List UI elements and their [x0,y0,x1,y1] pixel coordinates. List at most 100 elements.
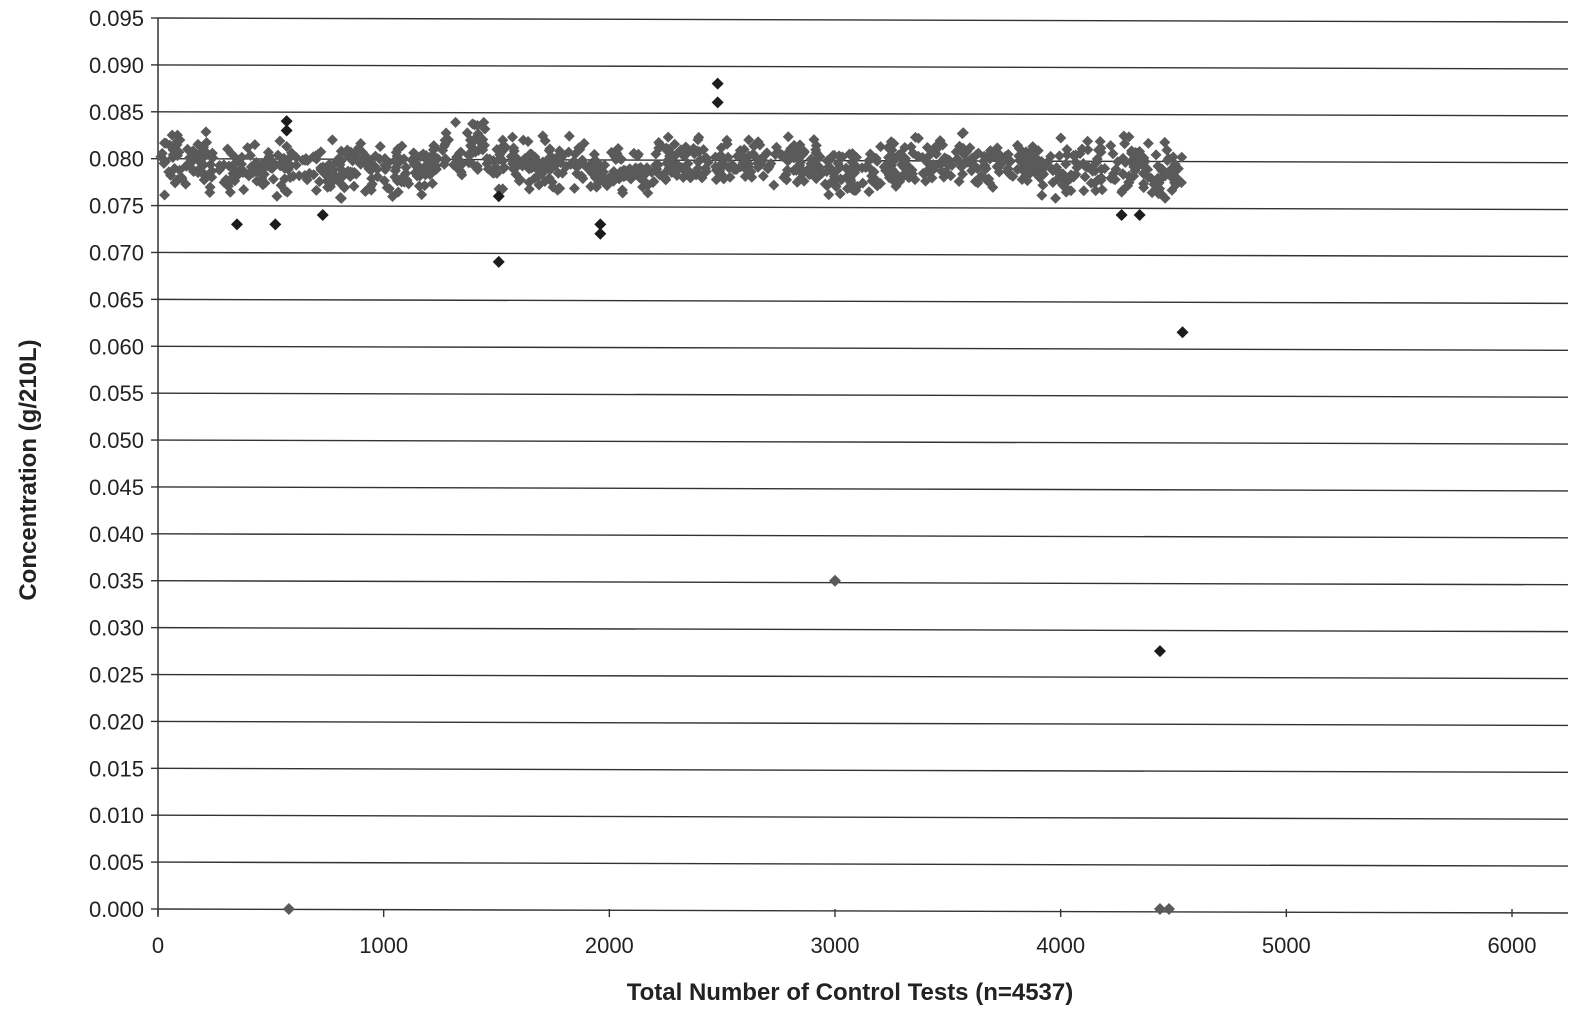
band-point [1065,169,1077,181]
band-point [426,178,438,190]
y-tick-label: 0.080 [89,147,144,172]
data-point [230,218,243,231]
band-point [1020,146,1032,158]
band-point [233,156,245,168]
x-tick-label: 4000 [1036,933,1085,958]
band-point [299,169,311,181]
band-point [456,169,468,181]
band-point [599,159,611,171]
data-point [1176,326,1189,339]
band-point [771,141,783,153]
band-point [692,134,704,146]
data-point [1153,645,1166,658]
band-point [272,149,284,161]
band-point [615,153,627,165]
band-point [874,177,886,189]
y-tick-label: 0.010 [89,803,144,828]
band-point [1002,148,1014,160]
y-tick-label: 0.050 [89,428,144,453]
x-axis-ticks: 0 1000 2000 3000 4000 5000 6000 [152,909,1536,958]
band-point [757,154,769,166]
band-point [795,156,807,168]
band-point [186,162,198,174]
band-point [174,134,186,146]
band-point [568,182,580,194]
band-point [204,187,216,199]
band-point [984,149,996,161]
band-point [456,158,468,170]
band-point [1045,150,1057,162]
x-tick-label: 0 [152,933,164,958]
band-point [413,180,425,192]
band-point [313,176,325,188]
band-point [200,126,212,138]
band-point [975,170,987,182]
band-point [664,157,676,169]
band-point [477,133,489,145]
band-point [834,188,846,200]
grid-line [157,720,1569,727]
band-point [229,175,241,187]
band-point [250,156,262,168]
band-point [1037,179,1049,191]
band-point [531,163,543,175]
band-point [662,131,674,143]
band-point [882,142,894,154]
band-point [1156,163,1168,175]
band-point [510,168,522,180]
band-point [966,165,978,177]
band-point [366,178,378,190]
grid-line [157,392,1569,398]
band-point [281,140,293,152]
grid-line [157,64,1569,70]
band-point [1055,132,1067,144]
band-point [1016,174,1028,186]
band-point [896,159,908,171]
band-point [1036,189,1048,201]
band-point [1076,143,1088,155]
band-point [506,131,518,143]
band-point [439,134,451,146]
band-point [890,180,902,192]
band-point [315,146,327,158]
band-point [1032,145,1044,157]
y-axis-title: Concentration (g/210L) [15,339,42,600]
band-point [1050,192,1062,204]
band-point [1119,138,1131,150]
band-point [617,187,629,199]
band-point [222,143,234,155]
band-point [427,144,439,156]
data-point [280,124,293,137]
band-point [416,189,428,201]
data-point [492,255,505,268]
band-point [156,147,168,159]
band-point [991,161,1003,173]
band-point [745,166,757,178]
band-point [363,162,375,174]
band-point [197,149,209,161]
band-point [946,159,958,171]
band-point [1139,161,1151,173]
grid-line [157,298,1569,305]
band-point [569,148,581,160]
band-point [1149,184,1161,196]
band-point [1078,185,1090,197]
band-point [653,137,665,149]
x-tick-label: 1000 [359,933,408,958]
band-point [1060,158,1072,170]
band-point [578,137,590,149]
band-point [334,159,346,171]
grid-line [157,439,1569,445]
band-point [523,183,535,195]
band-point [923,163,935,175]
band-point [271,190,283,202]
band-point [907,147,919,159]
band-point [544,143,556,155]
band-point [936,165,948,177]
band-point [1150,149,1162,161]
band-point [1159,136,1171,148]
band-point [285,147,297,159]
band-point [258,168,270,180]
y-tick-label: 0.060 [89,334,144,359]
y-tick-label: 0.075 [89,194,144,219]
